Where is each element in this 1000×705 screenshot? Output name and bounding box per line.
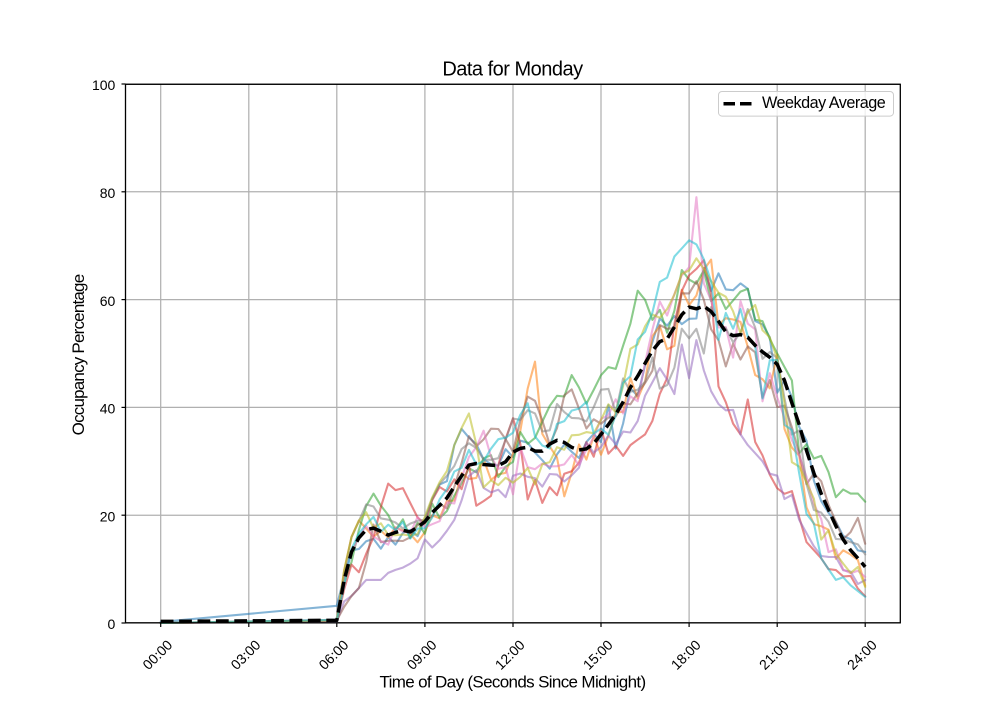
svg-text:80: 80 [100, 185, 116, 201]
svg-text:Data for Monday: Data for Monday [442, 59, 583, 81]
svg-text:Occupancy Percentage: Occupancy Percentage [69, 274, 88, 435]
svg-text:40: 40 [100, 401, 116, 417]
svg-text:100: 100 [92, 77, 116, 93]
svg-text:Weekday Average: Weekday Average [762, 94, 886, 112]
svg-text:60: 60 [100, 293, 116, 309]
svg-text:Time of Day (Seconds Since Mid: Time of Day (Seconds Since Midnight) [379, 673, 645, 692]
svg-text:20: 20 [100, 508, 116, 524]
svg-text:0: 0 [108, 616, 116, 632]
